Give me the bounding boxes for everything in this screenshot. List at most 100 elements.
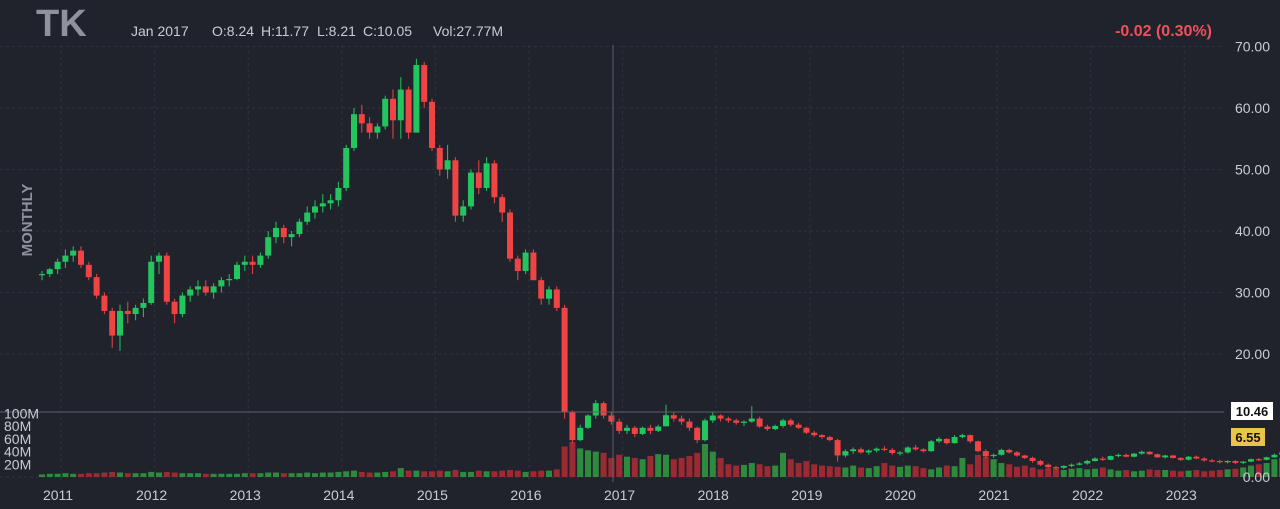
candle-body [1216, 461, 1223, 463]
candle-body [842, 451, 849, 456]
candle-body [249, 261, 256, 265]
volume-bar [101, 472, 108, 477]
candle-body [1068, 464, 1075, 466]
volume-bar [413, 470, 420, 477]
volume-bar [358, 471, 365, 477]
price-tick-label: 60.00 [1235, 100, 1270, 116]
volume-bar [577, 448, 584, 477]
candle-body [1029, 457, 1036, 462]
volume-bar [975, 454, 981, 477]
volume-bar [62, 473, 69, 477]
candle-body [468, 172, 474, 207]
candle-body [928, 441, 935, 452]
volume-bar [514, 470, 521, 477]
candle-body [140, 302, 147, 308]
volume-bar [1248, 465, 1254, 477]
volume-bar [959, 457, 966, 477]
volume-bar [491, 471, 498, 477]
candle-body [444, 160, 451, 170]
candle-body [171, 301, 178, 315]
x-tick-label: 2023 [1166, 487, 1197, 503]
volume-bar [1255, 464, 1262, 477]
candle-body [1185, 456, 1192, 460]
candle-body [873, 448, 880, 451]
legend-date: Jan 2017 [131, 23, 189, 39]
candle-body [889, 449, 896, 454]
candle-body [787, 420, 794, 425]
volume-bar [483, 471, 490, 477]
candle-body [725, 418, 732, 421]
volume-tick-label: 60M [4, 431, 31, 447]
time-axis: 2011 2012 2013 2014 2015 2016 2017 2018 2019 2020… [43, 487, 1197, 503]
candle-body [1177, 457, 1184, 460]
volume-bar [904, 465, 911, 477]
volume-bar [538, 470, 545, 477]
candle-body [1240, 461, 1247, 463]
volume-bar [444, 471, 451, 477]
candle-body [819, 435, 825, 438]
candle-body [936, 438, 942, 442]
volume-bar [546, 470, 552, 477]
candle-body [1076, 463, 1083, 465]
candle-body [117, 310, 123, 336]
volume-bar [943, 465, 950, 477]
volume-bar [1263, 463, 1270, 477]
volume-bar [670, 459, 677, 477]
candle-body [499, 197, 506, 213]
volume-bar [897, 466, 903, 477]
volume-bar [951, 466, 958, 477]
candle-body [1131, 453, 1137, 457]
candle-body [897, 452, 903, 454]
candle-body [93, 277, 100, 296]
volume-bar [312, 473, 318, 477]
candle-body [1138, 451, 1145, 454]
volume-bar [39, 474, 45, 477]
volume-bar [148, 471, 155, 477]
candle-body [1053, 467, 1059, 469]
candle-body [655, 426, 662, 431]
candle-body [429, 101, 435, 148]
x-tick-label: 2022 [1072, 487, 1103, 503]
volume-bar [390, 471, 396, 477]
candle-body [413, 64, 420, 133]
candle-body [390, 98, 396, 121]
volume-bar [468, 471, 474, 477]
candle-body [1021, 455, 1028, 458]
candle-body [748, 418, 755, 422]
volume-bar [647, 456, 654, 477]
x-tick-label: 2020 [885, 487, 916, 503]
candle-body [631, 427, 638, 434]
volume-tick-label: 80M [4, 418, 31, 434]
candle-body [179, 295, 186, 315]
candle-body [358, 114, 365, 124]
volume-bar [967, 464, 974, 477]
volume-bar [374, 472, 381, 477]
candle-body [1060, 465, 1067, 468]
volume-bar [1006, 464, 1013, 477]
candle-body [397, 89, 404, 121]
candle-body [1123, 454, 1130, 457]
volume-bar [195, 473, 201, 477]
candle-body [850, 449, 857, 452]
candle-body [569, 412, 576, 441]
candle-body [382, 98, 389, 127]
candle-body [1162, 455, 1169, 458]
volume-bar [1115, 470, 1122, 477]
volume-bar [889, 465, 896, 477]
candle-body [1255, 459, 1262, 461]
x-tick-label: 2014 [323, 487, 354, 503]
volume-bar [1232, 468, 1239, 477]
volume-bar [335, 471, 342, 477]
candle-body [998, 449, 1005, 455]
volume-bar [288, 473, 295, 477]
candle-body [132, 307, 139, 315]
volume-bar [1201, 471, 1208, 477]
volume-bar [1209, 470, 1215, 477]
legend-low: L:8.21 [317, 23, 356, 39]
volume-bar [592, 451, 599, 477]
volume-bar [920, 468, 927, 477]
candle-body [257, 255, 264, 265]
price-tick-label: 0.00 [1243, 469, 1270, 485]
candle-body [1224, 461, 1231, 463]
